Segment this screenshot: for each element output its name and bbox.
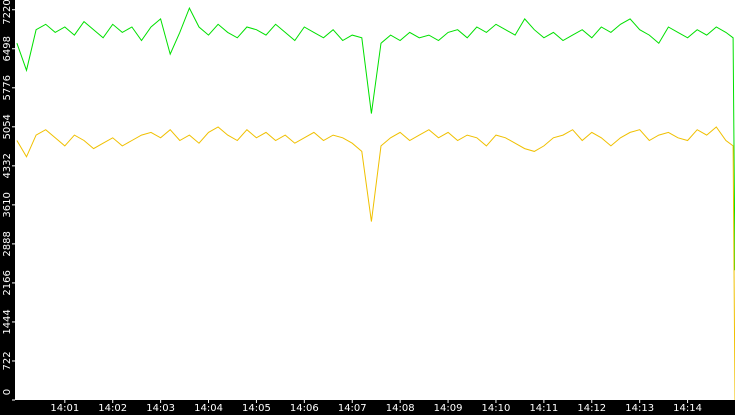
y-tick-label: 2888 bbox=[2, 231, 13, 256]
x-tick-label: 14:13 bbox=[625, 403, 654, 414]
x-tick-label: 14:03 bbox=[146, 403, 175, 414]
x-axis-strip bbox=[0, 400, 735, 415]
x-tick-label: 14:11 bbox=[529, 403, 558, 414]
y-tick-label: 1444 bbox=[2, 309, 13, 334]
x-tick-label: 14:01 bbox=[50, 403, 79, 414]
series-line bbox=[16, 126, 735, 401]
y-tick-label: 5054 bbox=[2, 114, 13, 139]
y-tick-label: 0 bbox=[2, 389, 13, 395]
x-tick-label: 14:14 bbox=[673, 403, 702, 414]
y-tick-label: 2166 bbox=[2, 270, 13, 295]
x-tick-label: 14:07 bbox=[338, 403, 367, 414]
x-tick-label: 14:05 bbox=[242, 403, 271, 414]
y-tick-label: 3610 bbox=[2, 192, 13, 217]
x-tick-label: 14:10 bbox=[482, 403, 511, 414]
y-tick-label: 6498 bbox=[2, 36, 13, 61]
y-tick-label: 4332 bbox=[2, 153, 13, 178]
x-tick-label: 14:06 bbox=[290, 403, 319, 414]
y-tick-label: 722 bbox=[2, 351, 13, 370]
x-tick-label: 14:09 bbox=[434, 403, 463, 414]
x-tick-label: 14:08 bbox=[386, 403, 415, 414]
x-tick-label: 14:04 bbox=[194, 403, 223, 414]
series-line bbox=[16, 6, 735, 271]
y-tick-label: 7220 bbox=[2, 0, 13, 25]
x-tick-label: 14:02 bbox=[98, 403, 127, 414]
x-tick-label: 14:12 bbox=[577, 403, 606, 414]
y-axis-strip bbox=[0, 0, 15, 415]
y-tick-label: 5776 bbox=[2, 75, 13, 100]
